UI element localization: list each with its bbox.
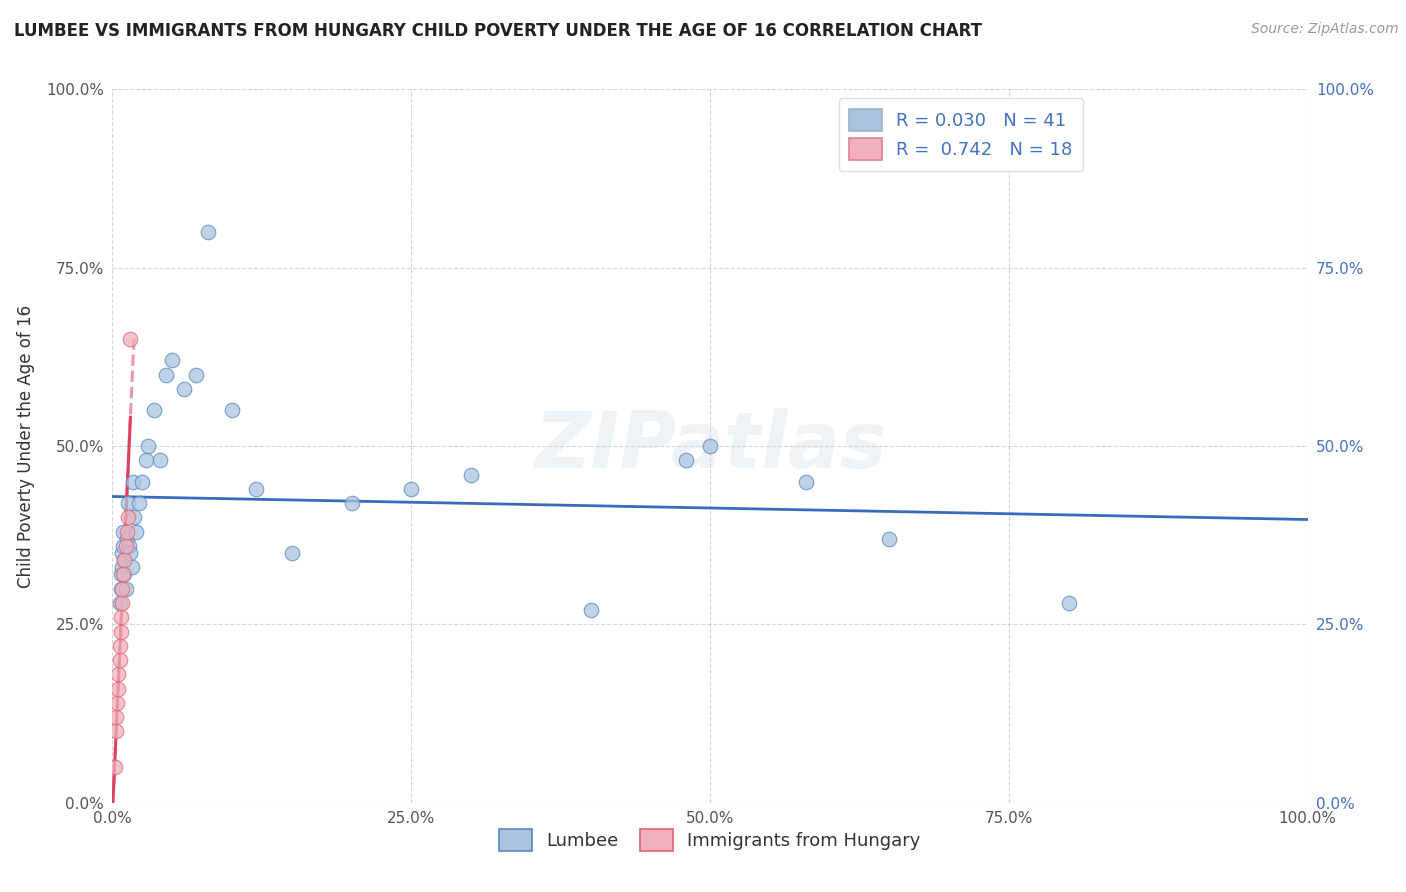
Point — [460, 467, 482, 482]
Point — [108, 653, 131, 667]
Point — [111, 596, 134, 610]
Point — [149, 453, 172, 467]
Point — [138, 439, 160, 453]
Point — [173, 382, 195, 396]
Point — [794, 475, 817, 489]
Legend: Lumbee, Immigrants from Hungary: Lumbee, Immigrants from Hungary — [492, 822, 928, 858]
Point — [114, 553, 135, 567]
Point — [112, 567, 135, 582]
Point — [221, 403, 243, 417]
Point — [121, 560, 143, 574]
Point — [114, 567, 135, 582]
Point — [162, 353, 183, 368]
Point — [120, 332, 142, 346]
Point — [401, 482, 423, 496]
Point — [105, 696, 128, 710]
Point — [155, 368, 177, 382]
Point — [111, 582, 134, 596]
Point — [112, 539, 135, 553]
Point — [110, 582, 132, 596]
Point — [111, 560, 134, 574]
Point — [105, 710, 128, 724]
Point — [110, 567, 132, 582]
Point — [110, 610, 132, 624]
Point — [114, 539, 136, 553]
Point — [114, 582, 136, 596]
Point — [120, 546, 142, 560]
Point — [121, 475, 143, 489]
Point — [197, 225, 219, 239]
Point — [107, 667, 129, 681]
Point — [125, 524, 148, 539]
Point — [108, 639, 131, 653]
Point — [281, 546, 304, 560]
Point — [112, 524, 135, 539]
Point — [118, 539, 141, 553]
Point — [131, 475, 153, 489]
Point — [1057, 596, 1080, 610]
Text: Source: ZipAtlas.com: Source: ZipAtlas.com — [1251, 22, 1399, 37]
Text: ZIPatlas: ZIPatlas — [534, 408, 886, 484]
Text: LUMBEE VS IMMIGRANTS FROM HUNGARY CHILD POVERTY UNDER THE AGE OF 16 CORRELATION : LUMBEE VS IMMIGRANTS FROM HUNGARY CHILD … — [14, 22, 981, 40]
Point — [108, 596, 131, 610]
Point — [117, 496, 139, 510]
Y-axis label: Child Poverty Under the Age of 16: Child Poverty Under the Age of 16 — [17, 304, 35, 588]
Point — [115, 524, 138, 539]
Point — [879, 532, 901, 546]
Point — [115, 532, 138, 546]
Point — [107, 681, 129, 696]
Point — [245, 482, 267, 496]
Point — [128, 496, 150, 510]
Point — [122, 510, 145, 524]
Point — [105, 724, 128, 739]
Point — [143, 403, 166, 417]
Point — [104, 760, 127, 774]
Point — [110, 624, 132, 639]
Point — [135, 453, 157, 467]
Point — [675, 453, 697, 467]
Point — [340, 496, 363, 510]
Point — [114, 553, 135, 567]
Point — [699, 439, 721, 453]
Point — [579, 603, 602, 617]
Point — [186, 368, 208, 382]
Point — [117, 510, 139, 524]
Point — [111, 546, 134, 560]
